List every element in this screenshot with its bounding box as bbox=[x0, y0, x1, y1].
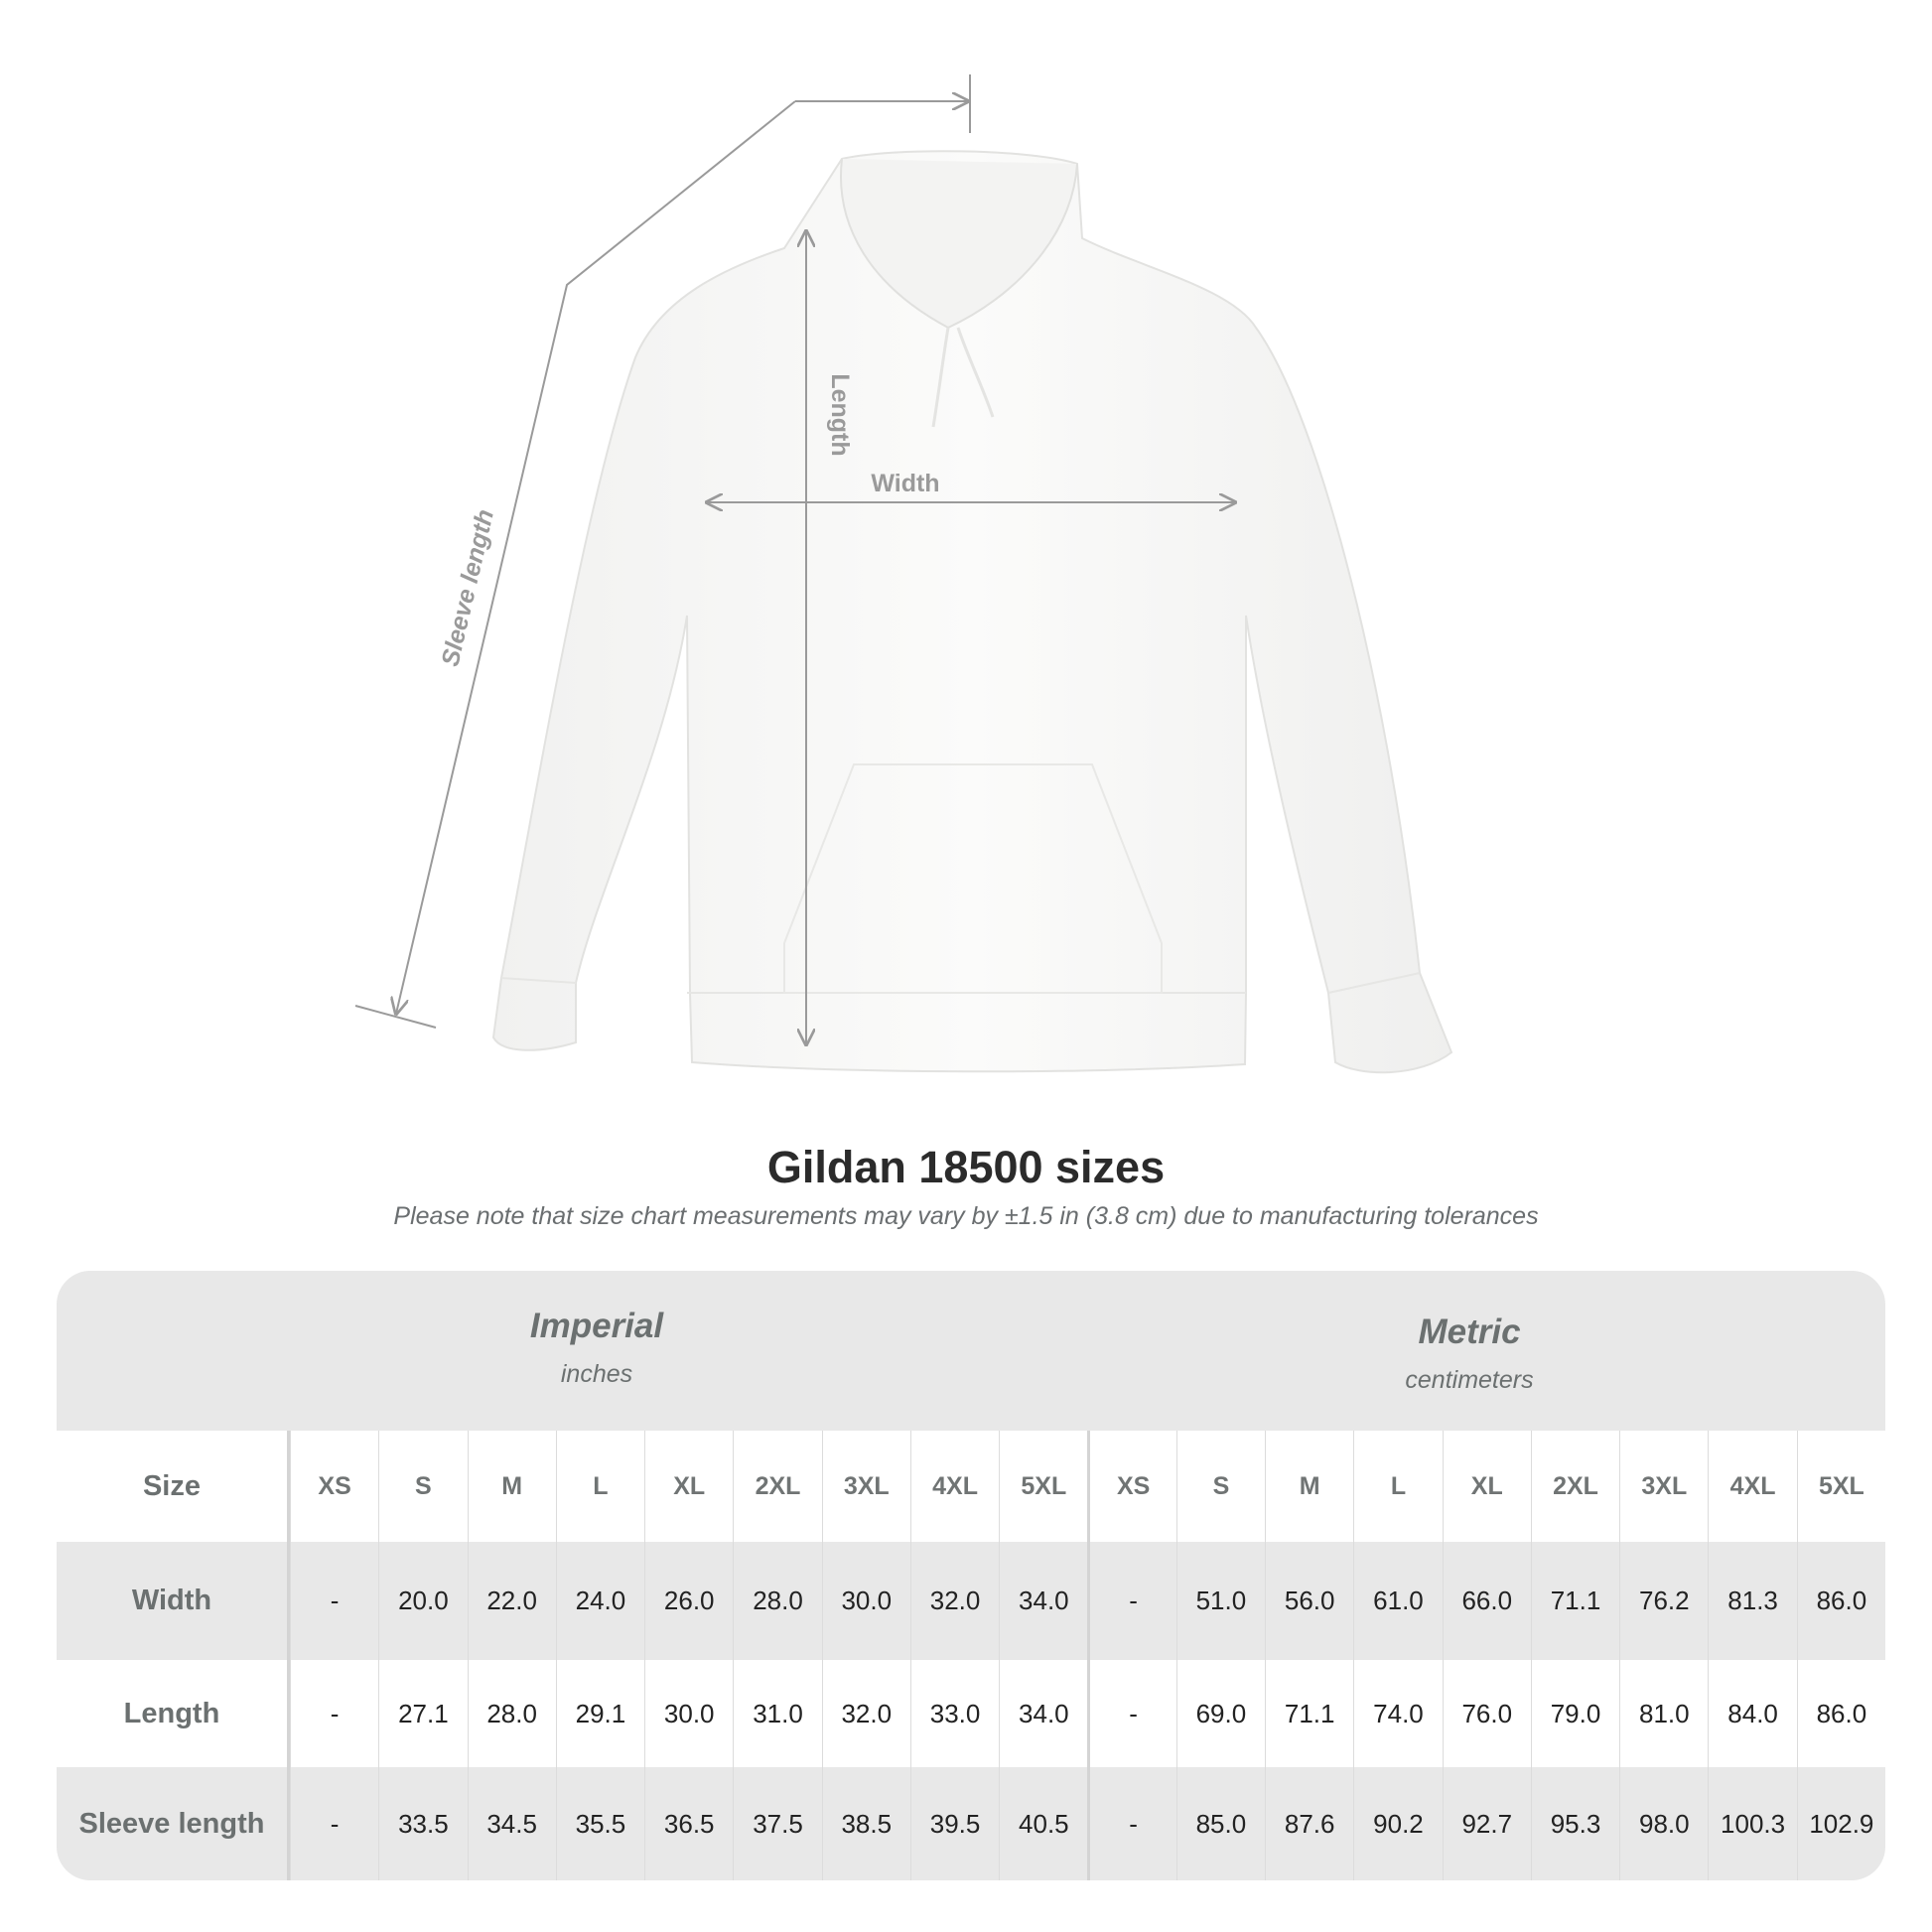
metric-value-cell: - bbox=[1087, 1542, 1175, 1660]
row-label: Width bbox=[57, 1542, 290, 1660]
sleeve-start-tick bbox=[354, 1005, 437, 1029]
size-column-header: XL bbox=[644, 1431, 733, 1542]
size-column-header: XS bbox=[1087, 1431, 1175, 1542]
size-column-header: S bbox=[1175, 1431, 1265, 1542]
imperial-value-cell: 32.0 bbox=[821, 1660, 910, 1767]
metric-header: Metric centimeters bbox=[1221, 1312, 1718, 1395]
length-label: Length bbox=[826, 373, 854, 456]
metric-value-cell: 76.2 bbox=[1619, 1542, 1708, 1660]
unit-header-band bbox=[57, 1271, 1885, 1431]
imperial-value-cell: 30.0 bbox=[821, 1542, 910, 1660]
size-header-label: Size bbox=[57, 1431, 290, 1542]
size-column-header: 4XL bbox=[1708, 1431, 1796, 1542]
metric-value-cell: 56.0 bbox=[1265, 1542, 1353, 1660]
tolerance-note: Please note that size chart measurements… bbox=[393, 1202, 1539, 1230]
size-column-header: 2XL bbox=[733, 1431, 821, 1542]
metric-value-cell: 66.0 bbox=[1442, 1542, 1531, 1660]
width-label: Width bbox=[871, 470, 939, 497]
imperial-value-cell: - bbox=[289, 1767, 378, 1880]
imperial-value-cell: - bbox=[289, 1542, 378, 1660]
metric-value-cell: 87.6 bbox=[1265, 1767, 1353, 1880]
imperial-value-cell: 36.5 bbox=[644, 1767, 733, 1880]
imperial-value-cell: 34.0 bbox=[999, 1660, 1087, 1767]
size-column-header: 3XL bbox=[821, 1431, 910, 1542]
measurement-lines bbox=[354, 74, 1235, 1044]
metric-value-cell: 102.9 bbox=[1796, 1767, 1885, 1880]
size-column-header: S bbox=[378, 1431, 467, 1542]
size-header-row: Size XS S M L XL 2XL 3XL 4XL 5XL XS S M L XL 2XL 3XL 4XL 5… bbox=[57, 1431, 1885, 1542]
size-column-header: 4XL bbox=[909, 1431, 999, 1542]
metric-value-cell: 81.3 bbox=[1708, 1542, 1796, 1660]
imperial-value-cell: 27.1 bbox=[378, 1660, 467, 1767]
table-row: Length -27.1 28.0 29.1 30.0 31.0 32.0 33.0 34.0-… bbox=[57, 1660, 1885, 1767]
imperial-value-cell: 31.0 bbox=[733, 1660, 821, 1767]
imperial-value-cell: 24.0 bbox=[555, 1542, 644, 1660]
metric-value-cell: 90.2 bbox=[1353, 1767, 1442, 1880]
metric-value-cell: 71.1 bbox=[1265, 1660, 1353, 1767]
size-column-header: 5XL bbox=[999, 1431, 1087, 1542]
imperial-value-cell: 33.5 bbox=[378, 1767, 467, 1880]
sleeve-length-label: Sleeve length bbox=[436, 507, 499, 669]
imperial-value-cell: 26.0 bbox=[644, 1542, 733, 1660]
imperial-value-cell: 20.0 bbox=[378, 1542, 467, 1660]
size-table: Imperial inches Metric centimeters Size X… bbox=[57, 1271, 1885, 1880]
imperial-value-cell: 37.5 bbox=[733, 1767, 821, 1880]
metric-title: Metric bbox=[1418, 1312, 1521, 1351]
size-column-header: 3XL bbox=[1619, 1431, 1708, 1542]
metric-value-cell: 95.3 bbox=[1530, 1767, 1619, 1880]
imperial-unit: inches bbox=[560, 1360, 633, 1388]
imperial-value-cell: 39.5 bbox=[909, 1767, 999, 1880]
imperial-value-cell: 29.1 bbox=[555, 1660, 644, 1767]
metric-unit: centimeters bbox=[1405, 1366, 1534, 1394]
metric-value-cell: 86.0 bbox=[1796, 1660, 1885, 1767]
hoodie-image bbox=[491, 150, 1453, 1074]
metric-value-cell: 74.0 bbox=[1353, 1660, 1442, 1767]
hoodie-measurement-diagram: Sleeve length Length Width bbox=[354, 74, 1453, 1074]
row-label: Length bbox=[57, 1660, 290, 1767]
size-column-header: XS bbox=[289, 1431, 378, 1542]
metric-value-cell: 98.0 bbox=[1619, 1767, 1708, 1880]
metric-value-cell: 51.0 bbox=[1175, 1542, 1265, 1660]
size-column-header: XL bbox=[1442, 1431, 1531, 1542]
size-column-header: L bbox=[1353, 1431, 1442, 1542]
imperial-header: Imperial inches bbox=[348, 1307, 845, 1389]
metric-value-cell: 71.1 bbox=[1530, 1542, 1619, 1660]
metric-value-cell: 69.0 bbox=[1175, 1660, 1265, 1767]
table-row: Sleeve length -33.5 34.5 35.5 36.5 37.5 38.5 39… bbox=[57, 1767, 1885, 1880]
metric-value-cell: 61.0 bbox=[1353, 1542, 1442, 1660]
imperial-value-cell: 34.5 bbox=[467, 1767, 556, 1880]
page-title: Gildan 18500 sizes bbox=[766, 1142, 1166, 1192]
imperial-value-cell: 32.0 bbox=[909, 1542, 999, 1660]
size-column-header: M bbox=[1265, 1431, 1353, 1542]
size-column-header: M bbox=[467, 1431, 556, 1542]
metric-value-cell: - bbox=[1087, 1660, 1175, 1767]
metric-value-cell: 85.0 bbox=[1175, 1767, 1265, 1880]
metric-value-cell: 84.0 bbox=[1708, 1660, 1796, 1767]
sleeve-length-line bbox=[396, 100, 796, 1014]
row-label: Sleeve length bbox=[57, 1767, 290, 1880]
size-column-header: L bbox=[555, 1431, 644, 1542]
metric-value-cell: 81.0 bbox=[1619, 1660, 1708, 1767]
imperial-value-cell: 22.0 bbox=[467, 1542, 556, 1660]
metric-value-cell: 76.0 bbox=[1442, 1660, 1531, 1767]
metric-value-cell: 86.0 bbox=[1796, 1542, 1885, 1660]
imperial-value-cell: 33.0 bbox=[909, 1660, 999, 1767]
imperial-value-cell: 28.0 bbox=[733, 1542, 821, 1660]
metric-value-cell: 92.7 bbox=[1442, 1767, 1531, 1880]
metric-value-cell: - bbox=[1087, 1767, 1175, 1880]
imperial-value-cell: 38.5 bbox=[821, 1767, 910, 1880]
imperial-value-cell: 34.0 bbox=[999, 1542, 1087, 1660]
imperial-value-cell: - bbox=[289, 1660, 378, 1767]
imperial-title: Imperial bbox=[529, 1307, 664, 1345]
metric-value-cell: 79.0 bbox=[1530, 1660, 1619, 1767]
table-row: Width -20.0 22.0 24.0 26.0 28.0 30.0 32.0 34.0-5… bbox=[57, 1542, 1885, 1660]
imperial-value-cell: 28.0 bbox=[467, 1660, 556, 1767]
size-column-header: 2XL bbox=[1530, 1431, 1619, 1542]
imperial-value-cell: 30.0 bbox=[644, 1660, 733, 1767]
size-column-header: 5XL bbox=[1796, 1431, 1885, 1542]
metric-value-cell: 100.3 bbox=[1708, 1767, 1796, 1880]
imperial-value-cell: 40.5 bbox=[999, 1767, 1087, 1880]
imperial-value-cell: 35.5 bbox=[555, 1767, 644, 1880]
